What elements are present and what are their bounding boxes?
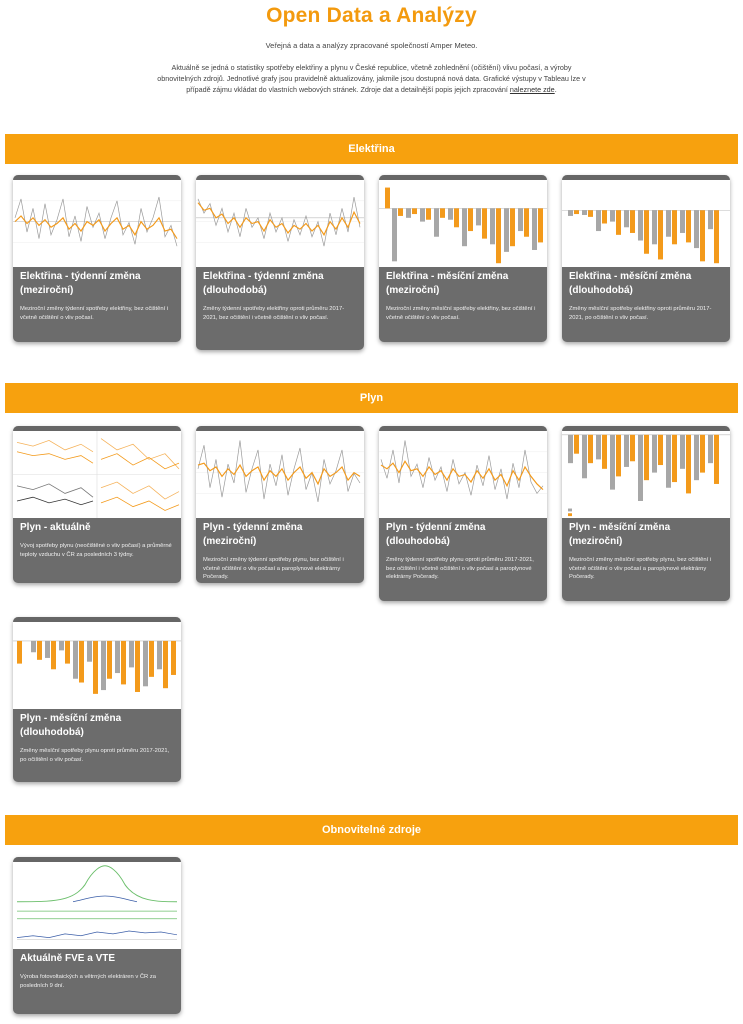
card-title: Elektřina - měsíční změna (dlouhodobá) xyxy=(569,271,692,296)
card-title: Aktuálně FVE a VTE xyxy=(20,953,116,964)
section-header-elektrina: Elektřina xyxy=(5,134,738,164)
card-description: Změny týdenní spotřeby plynu oproti prům… xyxy=(386,557,534,580)
card-plyn-mesicni-dlouhodoba[interactable]: Plyn - měsíční změna (dlouhodobá) Změny … xyxy=(13,617,181,782)
card-title: Plyn - týdenní změna (dlouhodobá) xyxy=(386,522,486,547)
card-description: Výroba fotovoltaických a větrných elektr… xyxy=(20,974,156,989)
card-elektrina-mesicni-dlouhodoba[interactable]: Elektřina - měsíční změna (dlouhodobá) Z… xyxy=(562,175,730,342)
chart-thumbnail xyxy=(13,857,181,949)
card-description: Meziroční změny měsíční spotřeby elektři… xyxy=(386,306,536,321)
card-title: Plyn - měsíční změna (meziroční) xyxy=(569,522,671,547)
card-description: Změny měsíční spotřeby plynu oproti prům… xyxy=(20,748,170,763)
chart-thumbnail xyxy=(562,175,730,267)
card-description: Meziroční změny týdenní spotřeby plynu, … xyxy=(203,557,344,580)
intro-paragraph: Aktuálně se jedná o statistiky spotřeby … xyxy=(150,62,593,95)
card-title: Plyn - aktuálně xyxy=(20,522,91,533)
intro-end: . xyxy=(554,85,557,94)
card-description: Vývoj spotřeby plynu (neočištěné o vliv … xyxy=(20,543,172,558)
card-description: Změny měsíční spotřeby elektřiny oproti … xyxy=(569,306,712,321)
card-plyn-tydenni-mezirocni[interactable]: Plyn - týdenní změna (meziroční) Meziroč… xyxy=(196,426,364,583)
card-description: Změny týdenní spotřeby elektřiny oproti … xyxy=(203,306,345,321)
card-oze-fve-vte[interactable]: Aktuálně FVE a VTE Výroba fotovoltaickýc… xyxy=(13,857,181,1014)
card-title: Elektřina - týdenní změna (dlouhodobá) xyxy=(203,271,324,296)
card-title: Plyn - týdenní změna (meziroční) xyxy=(203,522,303,547)
chart-thumbnail xyxy=(13,617,181,709)
card-description: Meziroční změny měsíční spotřeby plynu, … xyxy=(569,557,712,580)
card-plyn-aktualne[interactable]: Plyn - aktuálně Vývoj spotřeby plynu (ne… xyxy=(13,426,181,583)
chart-thumbnail xyxy=(562,426,730,518)
chart-thumbnail xyxy=(13,175,181,267)
section-header-plyn: Plyn xyxy=(5,383,738,413)
page-subtitle: Veřejná a data a analýzy zpracované spol… xyxy=(265,41,478,50)
card-plyn-mesicni-mezirocni[interactable]: Plyn - měsíční změna (meziroční) Meziroč… xyxy=(562,426,730,601)
card-plyn-tydenni-dlouhodoba[interactable]: Plyn - týdenní změna (dlouhodobá) Změny … xyxy=(379,426,547,601)
card-elektrina-tydenni-mezirocni[interactable]: Elektřina - týdenní změna (meziroční) Me… xyxy=(13,175,181,342)
card-elektrina-tydenni-dlouhodoba[interactable]: Elektřina - týdenní změna (dlouhodobá) Z… xyxy=(196,175,364,350)
chart-thumbnail xyxy=(379,175,547,267)
page-title: Open Data a Analýzy xyxy=(266,4,477,27)
chart-thumbnail xyxy=(196,175,364,267)
chart-thumbnail xyxy=(379,426,547,518)
card-title: Elektřina - týdenní změna (meziroční) xyxy=(20,271,141,296)
card-description: Meziroční změny týdenní spotřeby elektři… xyxy=(20,306,169,321)
chart-thumbnail xyxy=(196,426,364,518)
card-title: Plyn - měsíční změna (dlouhodobá) xyxy=(20,713,122,738)
card-title: Elektřina - měsíční změna (meziroční) xyxy=(386,271,509,296)
intro-text: Aktuálně se jedná o statistiky spotřeby … xyxy=(157,63,586,94)
sources-link[interactable]: naleznete zde xyxy=(509,85,555,94)
card-elektrina-mesicni-mezirocni[interactable]: Elektřina - měsíční změna (meziroční) Me… xyxy=(379,175,547,342)
section-header-obnovitelne-zdroje: Obnovitelné zdroje xyxy=(5,815,738,845)
chart-thumbnail xyxy=(13,426,181,518)
